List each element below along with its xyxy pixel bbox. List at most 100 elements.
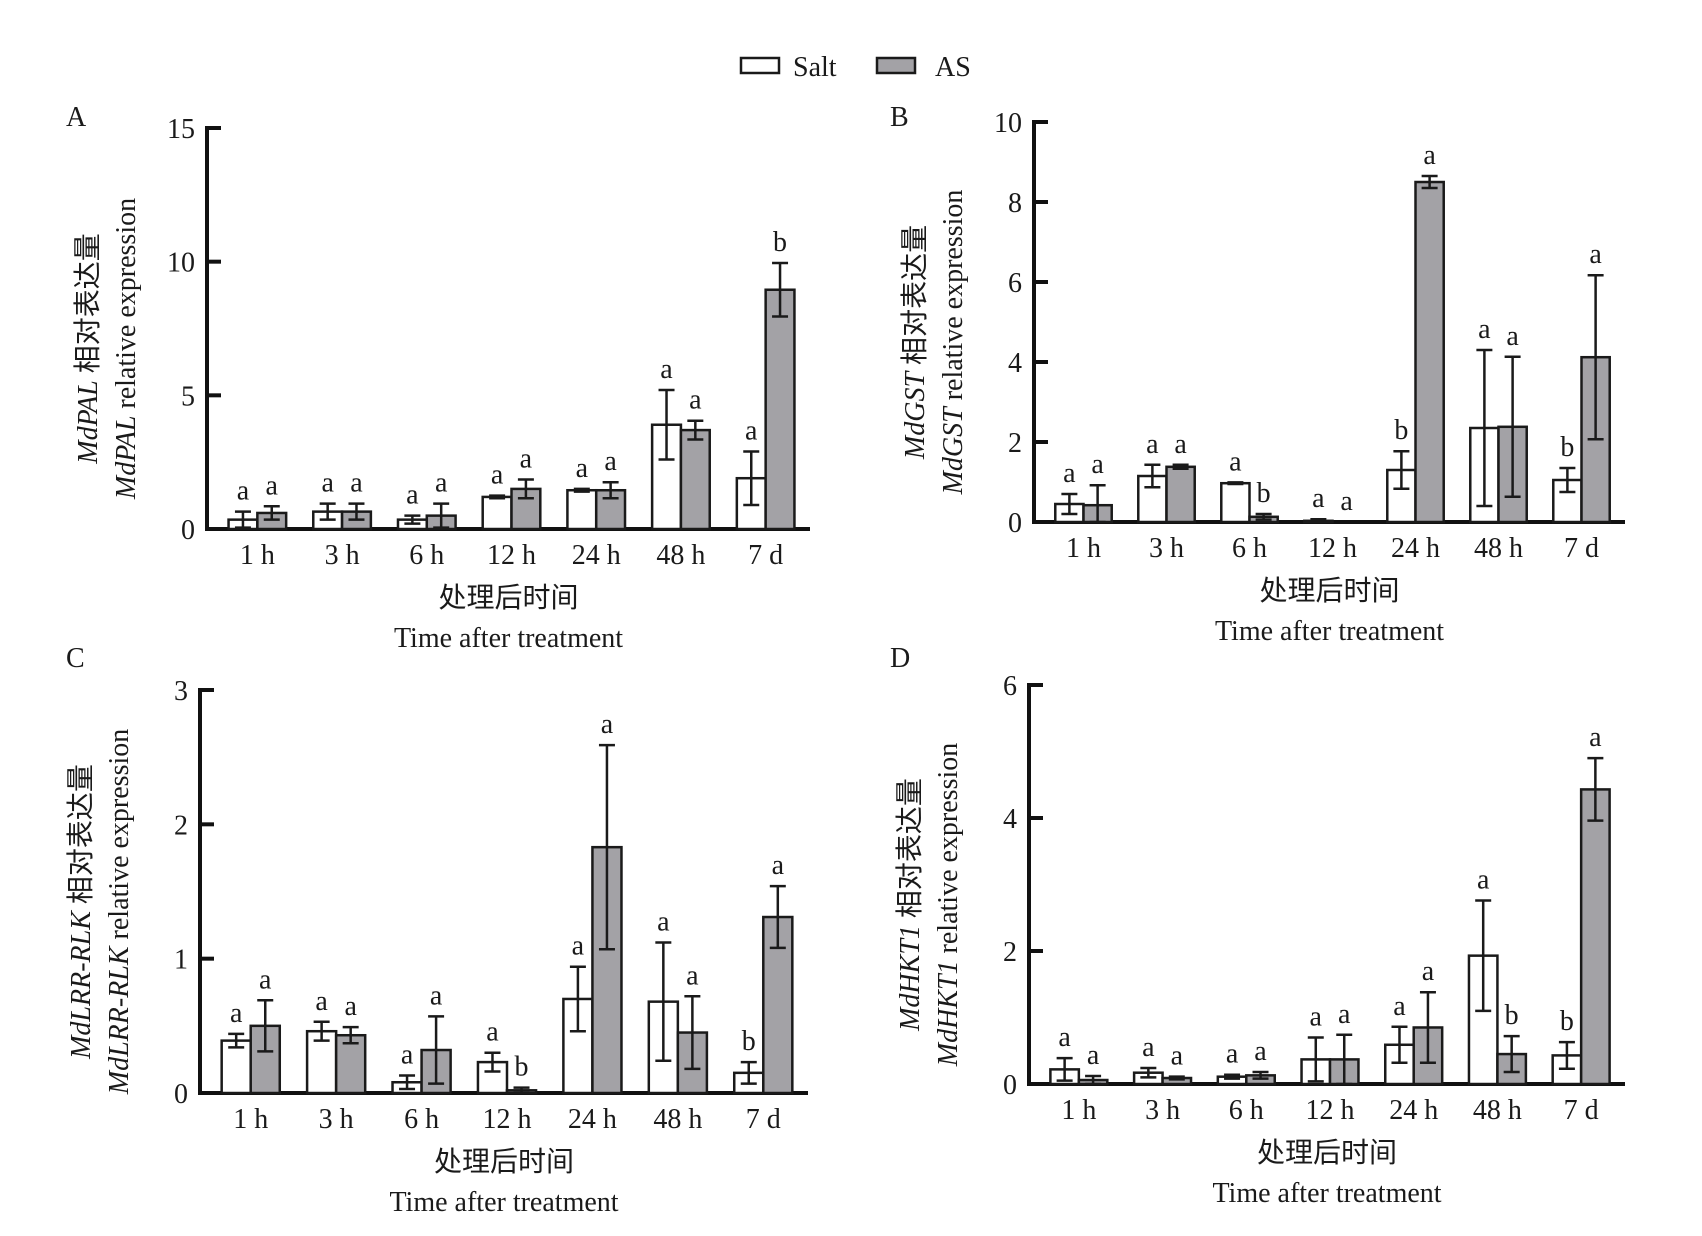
significance-letter-salt: b xyxy=(742,1026,756,1057)
significance-letter-salt: a xyxy=(572,931,585,962)
significance-letter-salt: b xyxy=(1560,432,1574,463)
significance-letter-as: a xyxy=(1171,1041,1184,1072)
y-label-cn-text: 相对表达量 xyxy=(899,225,931,372)
significance-letter-salt: b xyxy=(1394,415,1408,446)
significance-letter-salt: a xyxy=(491,460,504,491)
significance-letter-as: a xyxy=(1091,449,1104,480)
y-label-en-text: relative expression xyxy=(938,190,969,408)
x-tick-label: 24 h xyxy=(1391,533,1440,564)
significance-letter-salt: a xyxy=(1393,991,1406,1022)
significance-letter-salt: a xyxy=(406,480,419,511)
significance-letter-salt: a xyxy=(745,415,758,446)
bar-as xyxy=(249,1024,282,1095)
x-tick-label: 3 h xyxy=(1149,533,1184,564)
y-tick-label: 0 xyxy=(1003,1070,1017,1101)
significance-letter-as: a xyxy=(686,960,699,991)
bar-salt xyxy=(566,488,598,531)
x-tick-label: 6 h xyxy=(409,540,444,571)
y-label-cn-text: 相对表达量 xyxy=(894,778,926,925)
x-tick-label: 48 h xyxy=(1473,1095,1522,1126)
x-tick-label: 7 d xyxy=(746,1104,781,1135)
y-axis-label-cn: MdLRR-RLK 相对表达量 xyxy=(65,764,97,1060)
y-label-cn-text: 相对表达量 xyxy=(72,233,104,380)
y-tick-label: 1 xyxy=(174,945,188,976)
legend: Salt AS xyxy=(739,52,971,83)
x-tick-label: 12 h xyxy=(1308,533,1357,564)
significance-letter-salt: a xyxy=(1478,314,1491,345)
y-tick-label: 6 xyxy=(1003,671,1017,702)
significance-letter-as: a xyxy=(772,850,785,881)
x-tick-label: 6 h xyxy=(1229,1095,1264,1126)
significance-letter-as: a xyxy=(430,980,443,1011)
significance-letter-salt: a xyxy=(237,476,250,507)
x-tick-label: 48 h xyxy=(656,540,705,571)
x-tick-label: 3 h xyxy=(319,1104,354,1135)
significance-letter-as: a xyxy=(604,446,617,477)
significance-letter-as: a xyxy=(266,470,279,501)
gene-name: MdLRR-RLK xyxy=(104,945,135,1095)
significance-letter-as: a xyxy=(350,468,363,499)
significance-letter-salt: a xyxy=(486,1017,499,1048)
significance-letter-as: a xyxy=(1423,140,1436,171)
bar-as xyxy=(1579,788,1611,1086)
panel-label: B xyxy=(890,102,909,133)
y-tick-label: 0 xyxy=(1008,508,1022,539)
panel-label: D xyxy=(890,643,910,674)
y-label-en-text: relative expression xyxy=(933,743,964,961)
significance-letter-as: b xyxy=(1505,1000,1519,1031)
significance-letter-as: b xyxy=(773,227,787,258)
x-tick-label: 3 h xyxy=(325,540,360,571)
significance-letter-as: b xyxy=(515,1052,529,1083)
significance-letter-salt: a xyxy=(1312,483,1325,514)
significance-letter-as: a xyxy=(435,468,448,499)
significance-letter-as: a xyxy=(344,991,357,1022)
x-tick-label: 6 h xyxy=(1232,533,1267,564)
y-axis-label-cn: MdPAL 相对表达量 xyxy=(72,233,104,465)
legend-label-salt: Salt xyxy=(793,52,837,83)
x-tick-label: 7 d xyxy=(748,540,783,571)
bar-as xyxy=(1165,465,1196,524)
significance-letter-as: a xyxy=(1589,722,1602,753)
y-label-en-text: relative expression xyxy=(104,729,135,947)
significance-letter-salt: a xyxy=(401,1040,414,1071)
gene-name: MdGST xyxy=(938,405,969,496)
x-tick-label: 48 h xyxy=(653,1104,702,1135)
significance-letter-salt: b xyxy=(1560,1006,1574,1037)
x-tick-label: 48 h xyxy=(1474,533,1523,564)
y-tick-label: 4 xyxy=(1003,804,1017,835)
x-axis-label-cn: 处理后时间 xyxy=(438,582,578,614)
y-tick-label: 4 xyxy=(1008,348,1022,379)
panel-d: D 0 2 4 6 1 h 3 h 6 h 12 h 24 h 48 h 7 d 处理后时间 Time a… xyxy=(890,643,1625,1209)
significance-letter-salt: a xyxy=(1310,1001,1323,1032)
gene-name: MdPAL xyxy=(73,380,104,465)
y-tick-label: 15 xyxy=(167,114,195,145)
significance-letter-salt: a xyxy=(230,998,243,1029)
y-label-cn-text: 相对表达量 xyxy=(65,764,97,911)
x-tick-label: 12 h xyxy=(1306,1095,1355,1126)
gene-name: MdPAL xyxy=(111,416,142,501)
x-axis-label-en: Time after treatment xyxy=(1212,1178,1441,1209)
significance-letter-salt: a xyxy=(1477,864,1490,895)
y-axis-label-en: MdPAL relative expression xyxy=(111,198,142,500)
x-tick-label: 12 h xyxy=(487,540,536,571)
significance-letter-as: a xyxy=(1338,999,1351,1030)
gene-name: MdHKT1 xyxy=(933,960,964,1067)
x-axis-label-en: Time after treatment xyxy=(389,1187,618,1218)
y-tick-label: 6 xyxy=(1008,268,1022,299)
y-tick-label: 10 xyxy=(167,248,195,279)
significance-letter-salt: a xyxy=(657,907,670,938)
significance-letter-as: a xyxy=(1589,239,1602,270)
legend-swatch-salt xyxy=(739,56,781,75)
y-tick-label: 0 xyxy=(174,1079,188,1110)
significance-letter-as: a xyxy=(1340,486,1353,517)
x-axis-label-en: Time after treatment xyxy=(394,623,623,654)
x-tick-label: 7 d xyxy=(1564,533,1599,564)
x-tick-label: 1 h xyxy=(1061,1095,1096,1126)
x-axis-label-cn: 处理后时间 xyxy=(1259,575,1399,607)
y-tick-label: 5 xyxy=(181,381,195,412)
bar-as xyxy=(679,428,711,531)
significance-letter-as: a xyxy=(259,964,272,995)
gene-name: MdHKT1 xyxy=(895,925,926,1032)
y-axis-label-cn: MdHKT1 相对表达量 xyxy=(894,778,926,1032)
